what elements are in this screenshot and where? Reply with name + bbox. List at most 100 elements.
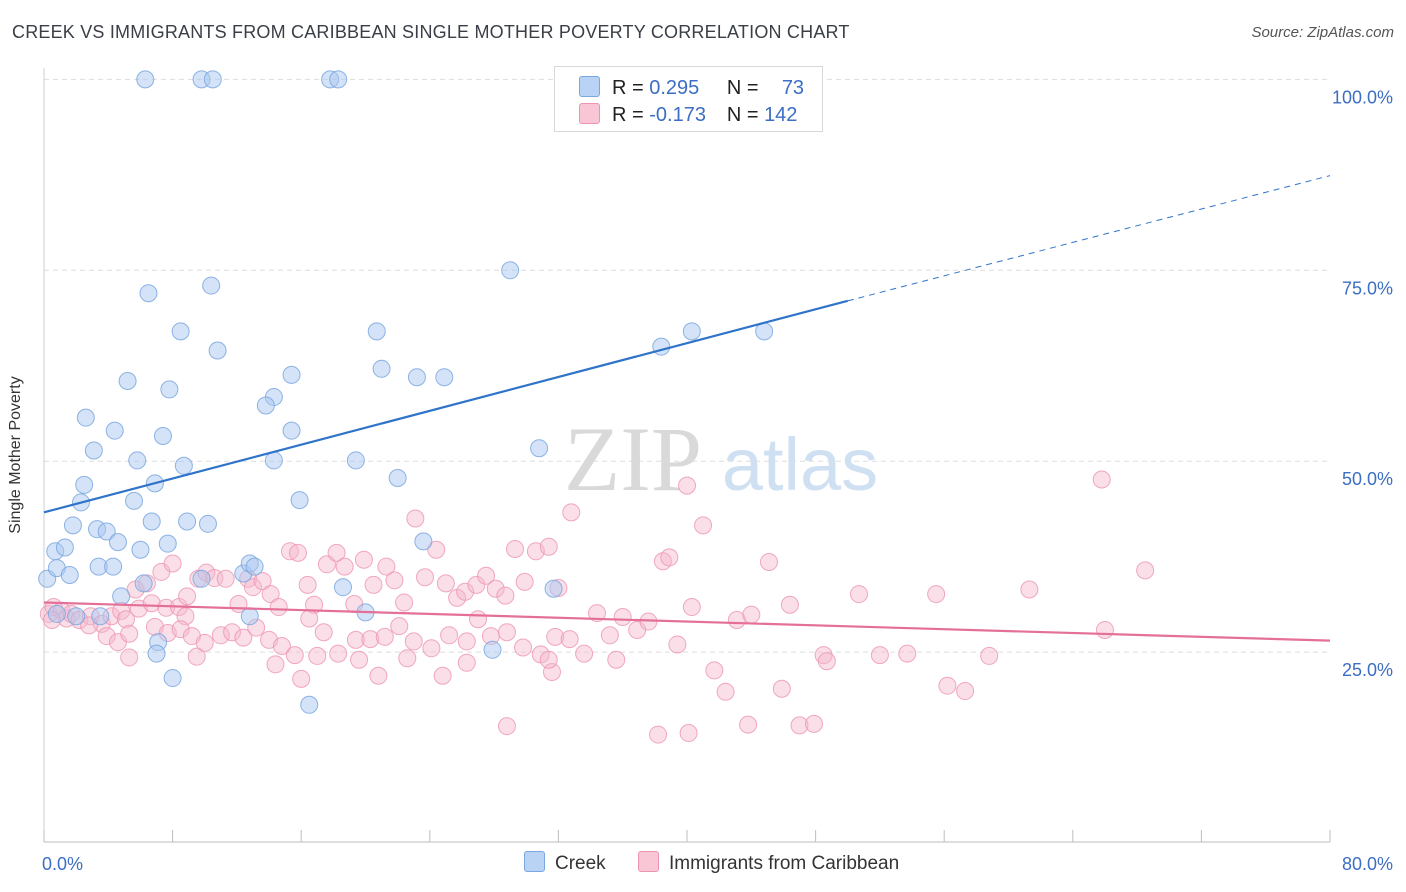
caribbean-legend-label: Immigrants from Caribbean xyxy=(669,853,900,874)
caribbean-point xyxy=(1020,580,1039,599)
caribbean-n-value: 142 xyxy=(764,104,798,126)
caribbean-point xyxy=(211,626,230,645)
source-label: Source: ZipAtlas.com xyxy=(1251,24,1394,41)
caribbean-point xyxy=(404,632,423,651)
caribbean-point xyxy=(780,595,799,614)
creek-point xyxy=(76,408,95,427)
caribbean-point xyxy=(477,566,496,585)
caribbean-point xyxy=(157,598,176,617)
caribbean-point xyxy=(790,716,809,735)
creek-points xyxy=(38,70,774,714)
creek-point xyxy=(55,538,74,557)
creek-point xyxy=(435,368,454,387)
creek-point xyxy=(300,695,319,714)
creek-point xyxy=(240,607,259,626)
caribbean-point xyxy=(539,537,558,556)
caribbean-point xyxy=(759,552,778,571)
caribbean-point xyxy=(369,666,388,685)
caribbean-point xyxy=(469,610,488,629)
caribbean-point xyxy=(350,650,369,669)
caribbean-point xyxy=(705,661,724,680)
creek-n-value: 73 xyxy=(781,77,805,99)
caribbean-point xyxy=(329,644,348,663)
creek-point xyxy=(282,365,301,384)
creek-point xyxy=(367,322,386,341)
caribbean-point xyxy=(457,632,476,651)
creek-point xyxy=(118,372,137,391)
caribbean-point xyxy=(234,628,253,647)
caribbean-point xyxy=(742,605,761,624)
legend-row-creek: R = 0.295 N = 73 xyxy=(579,76,804,102)
creek-point xyxy=(530,439,549,458)
caribbean-point xyxy=(496,586,515,605)
x-tick-label: 0.0% xyxy=(42,854,83,874)
caribbean-point xyxy=(116,610,135,629)
trend-lines xyxy=(43,175,1331,642)
creek-point xyxy=(104,557,123,576)
caribbean-point xyxy=(456,582,475,601)
creek-point xyxy=(147,644,166,663)
creek-point xyxy=(60,565,79,584)
caribbean-point xyxy=(607,650,626,669)
caribbean-point xyxy=(678,476,696,495)
creek-point xyxy=(125,491,144,510)
caribbean-point xyxy=(385,571,404,590)
creek-swatch xyxy=(579,76,600,97)
caribbean-point xyxy=(898,644,917,663)
caribbean-point xyxy=(870,646,889,665)
caribbean-point xyxy=(335,557,354,576)
legend-item-caribbean: Immigrants from Caribbean xyxy=(638,851,899,875)
caribbean-point xyxy=(292,669,311,688)
caribbean-point xyxy=(679,724,698,743)
caribbean-trend-line xyxy=(43,601,1331,642)
caribbean-point xyxy=(980,646,999,665)
creek-point xyxy=(208,341,227,360)
creek-point xyxy=(329,70,348,89)
caribbean-r-value: -0.173 xyxy=(649,104,706,126)
caribbean-point xyxy=(682,598,701,617)
caribbean-point xyxy=(375,627,394,646)
creek-point xyxy=(108,533,127,552)
caribbean-point xyxy=(716,682,735,701)
creek-legend-label: Creek xyxy=(555,853,606,874)
creek-point xyxy=(256,396,275,415)
caribbean-point xyxy=(253,572,272,591)
caribbean-point xyxy=(486,579,505,598)
caribbean-point xyxy=(1136,561,1155,580)
caribbean-point xyxy=(364,575,383,594)
creek-point xyxy=(139,284,158,303)
caribbean-point xyxy=(395,593,414,612)
creek-point xyxy=(174,456,193,475)
creek-trend-line xyxy=(43,299,849,514)
creek-r-value: 0.295 xyxy=(649,77,700,99)
creek-point xyxy=(501,261,520,280)
creek-point xyxy=(91,607,110,626)
legend-row-caribbean: R = -0.173 N = 142 xyxy=(579,103,804,129)
caribbean-point xyxy=(120,648,139,667)
caribbean-point xyxy=(560,630,579,649)
caribbean-point xyxy=(575,644,594,663)
creek-point xyxy=(105,421,124,440)
caribbean-point xyxy=(562,503,581,522)
caribbean-point xyxy=(804,714,823,733)
caribbean-point xyxy=(436,574,455,593)
creek-legend-swatch xyxy=(524,851,545,872)
caribbean-point xyxy=(327,543,346,562)
caribbean-point xyxy=(514,638,533,657)
caribbean-point xyxy=(587,604,606,623)
caribbean-point xyxy=(142,594,161,613)
caribbean-point xyxy=(216,569,235,588)
creek-point xyxy=(131,540,150,559)
grid xyxy=(44,78,1330,653)
caribbean-point xyxy=(927,585,946,604)
caribbean-point xyxy=(261,585,280,604)
caribbean-point xyxy=(694,516,713,535)
caribbean-point xyxy=(377,557,396,576)
creek-point xyxy=(483,640,502,659)
axes xyxy=(43,68,1331,843)
caribbean-point xyxy=(457,653,476,672)
caribbean-point xyxy=(938,676,957,695)
caribbean-point xyxy=(817,652,836,671)
creek-point xyxy=(282,421,301,440)
